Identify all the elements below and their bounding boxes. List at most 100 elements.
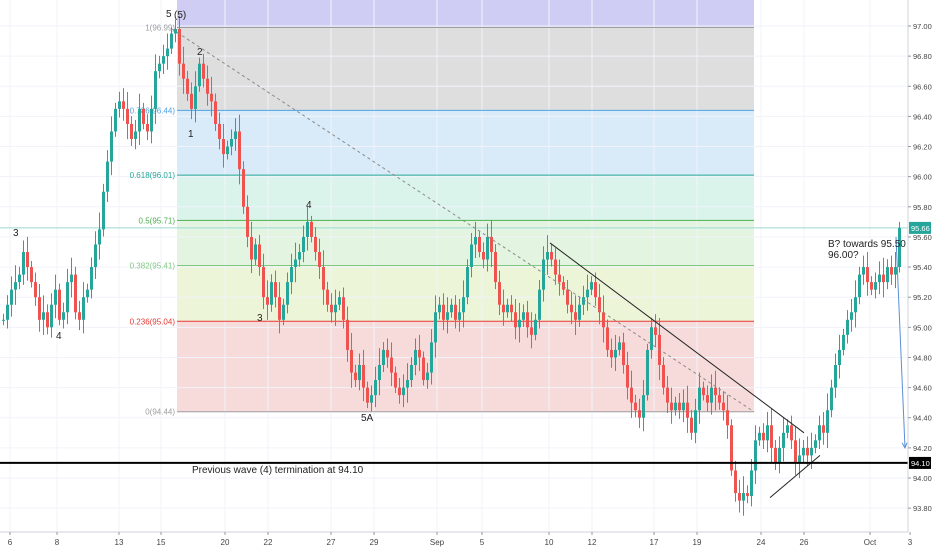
- candle-body: [654, 327, 657, 335]
- candle-body: [858, 274, 861, 298]
- candle-body: [30, 267, 33, 283]
- candle-body: [42, 312, 45, 320]
- candle-body: [722, 402, 725, 411]
- candle-body: [538, 289, 541, 320]
- candle-body: [890, 267, 893, 275]
- candle-body: [678, 402, 681, 411]
- candle-body: [638, 410, 641, 418]
- candle-body: [666, 387, 669, 403]
- candle-body: [302, 236, 305, 252]
- candle-body: [834, 364, 837, 388]
- candle-body: [66, 282, 69, 313]
- candle-body: [162, 56, 165, 64]
- candle-body: [346, 319, 349, 350]
- candle-body: [318, 251, 321, 268]
- candle-body: [62, 312, 65, 320]
- wave-label: 2: [197, 47, 203, 58]
- candle-body: [334, 304, 337, 313]
- candle-body: [442, 304, 445, 320]
- candle-body: [114, 108, 117, 132]
- candle-body: [742, 493, 745, 501]
- candle-body: [450, 304, 453, 313]
- candle-body: [822, 425, 825, 433]
- candle-body: [166, 48, 169, 57]
- candle-body: [574, 312, 577, 320]
- fib-zone-top: [177, 0, 754, 28]
- candle-body: [570, 304, 573, 313]
- candle-body: [662, 364, 665, 388]
- candle-body: [226, 146, 229, 155]
- candle-body: [294, 259, 297, 268]
- price-tick-label: 96.80: [913, 52, 932, 61]
- candle-body: [814, 440, 817, 448]
- candle-body: [214, 101, 217, 124]
- candle-body: [642, 395, 645, 418]
- candle-body: [434, 312, 437, 343]
- candle-body: [850, 312, 853, 320]
- candle-body: [338, 297, 341, 305]
- candle-body: [6, 304, 9, 320]
- time-tick-label: 22: [264, 538, 273, 547]
- candle-body: [610, 349, 613, 358]
- candle-body: [726, 410, 729, 426]
- fib-level-label: 0.236(95.04): [130, 317, 176, 326]
- candle-body: [766, 425, 769, 441]
- candle-body: [698, 387, 701, 411]
- candle-body: [126, 108, 129, 124]
- candle-body: [714, 387, 717, 396]
- candle-body: [594, 282, 597, 298]
- candle-body: [26, 251, 29, 268]
- candle-body: [18, 274, 21, 283]
- last-price-label: 95.66: [911, 224, 930, 233]
- candle-body: [314, 236, 317, 252]
- candle-body: [94, 244, 97, 268]
- candle-body: [598, 297, 601, 313]
- support-price-label: 94.10: [911, 459, 930, 468]
- candle-body: [286, 282, 289, 305]
- candle-body: [446, 312, 449, 320]
- candle-body: [602, 312, 605, 328]
- candle-body: [386, 349, 389, 358]
- candle-body: [586, 289, 589, 298]
- candle-body: [778, 447, 781, 463]
- candle-body: [886, 267, 889, 283]
- target-annotation-line2: 96.00?: [828, 250, 859, 261]
- candle-body: [38, 297, 41, 320]
- fib-level-label: 0.5(95.71): [139, 216, 176, 225]
- candle-body: [618, 342, 621, 350]
- candle-body: [102, 191, 105, 230]
- candle-body: [566, 289, 569, 305]
- time-tick-label: 8: [55, 538, 60, 547]
- candle-body: [206, 78, 209, 94]
- candle-body: [454, 304, 457, 320]
- candle-body: [270, 282, 273, 305]
- candle-body: [146, 123, 149, 132]
- price-tick-label: 95.60: [913, 233, 932, 242]
- candle-body: [854, 297, 857, 313]
- candle-body: [330, 304, 333, 313]
- time-tick-label: 26: [800, 538, 809, 547]
- fib-zone: [177, 265, 754, 322]
- candle-body: [802, 447, 805, 456]
- candle-body: [402, 387, 405, 396]
- candle-body: [530, 327, 533, 335]
- fib-zone: [177, 175, 754, 221]
- support-price-badge: [909, 456, 931, 469]
- candle-body: [506, 304, 509, 313]
- candle-body: [74, 274, 77, 313]
- candle-body: [222, 138, 225, 155]
- price-tick-label: 96.60: [913, 82, 932, 91]
- fib-zone: [177, 27, 754, 111]
- candle-body: [590, 282, 593, 290]
- fib-level-label: 0.618(96.01): [130, 171, 176, 180]
- price-tick-label: 95.00: [913, 323, 932, 332]
- price-tick-label: 94.40: [913, 414, 932, 423]
- candle-body: [82, 297, 85, 320]
- candle-body: [382, 349, 385, 365]
- candle-body: [514, 312, 517, 328]
- candle-body: [310, 221, 313, 237]
- candle-body: [410, 364, 413, 381]
- wave-label: 4: [306, 200, 312, 211]
- candle-body: [130, 123, 133, 139]
